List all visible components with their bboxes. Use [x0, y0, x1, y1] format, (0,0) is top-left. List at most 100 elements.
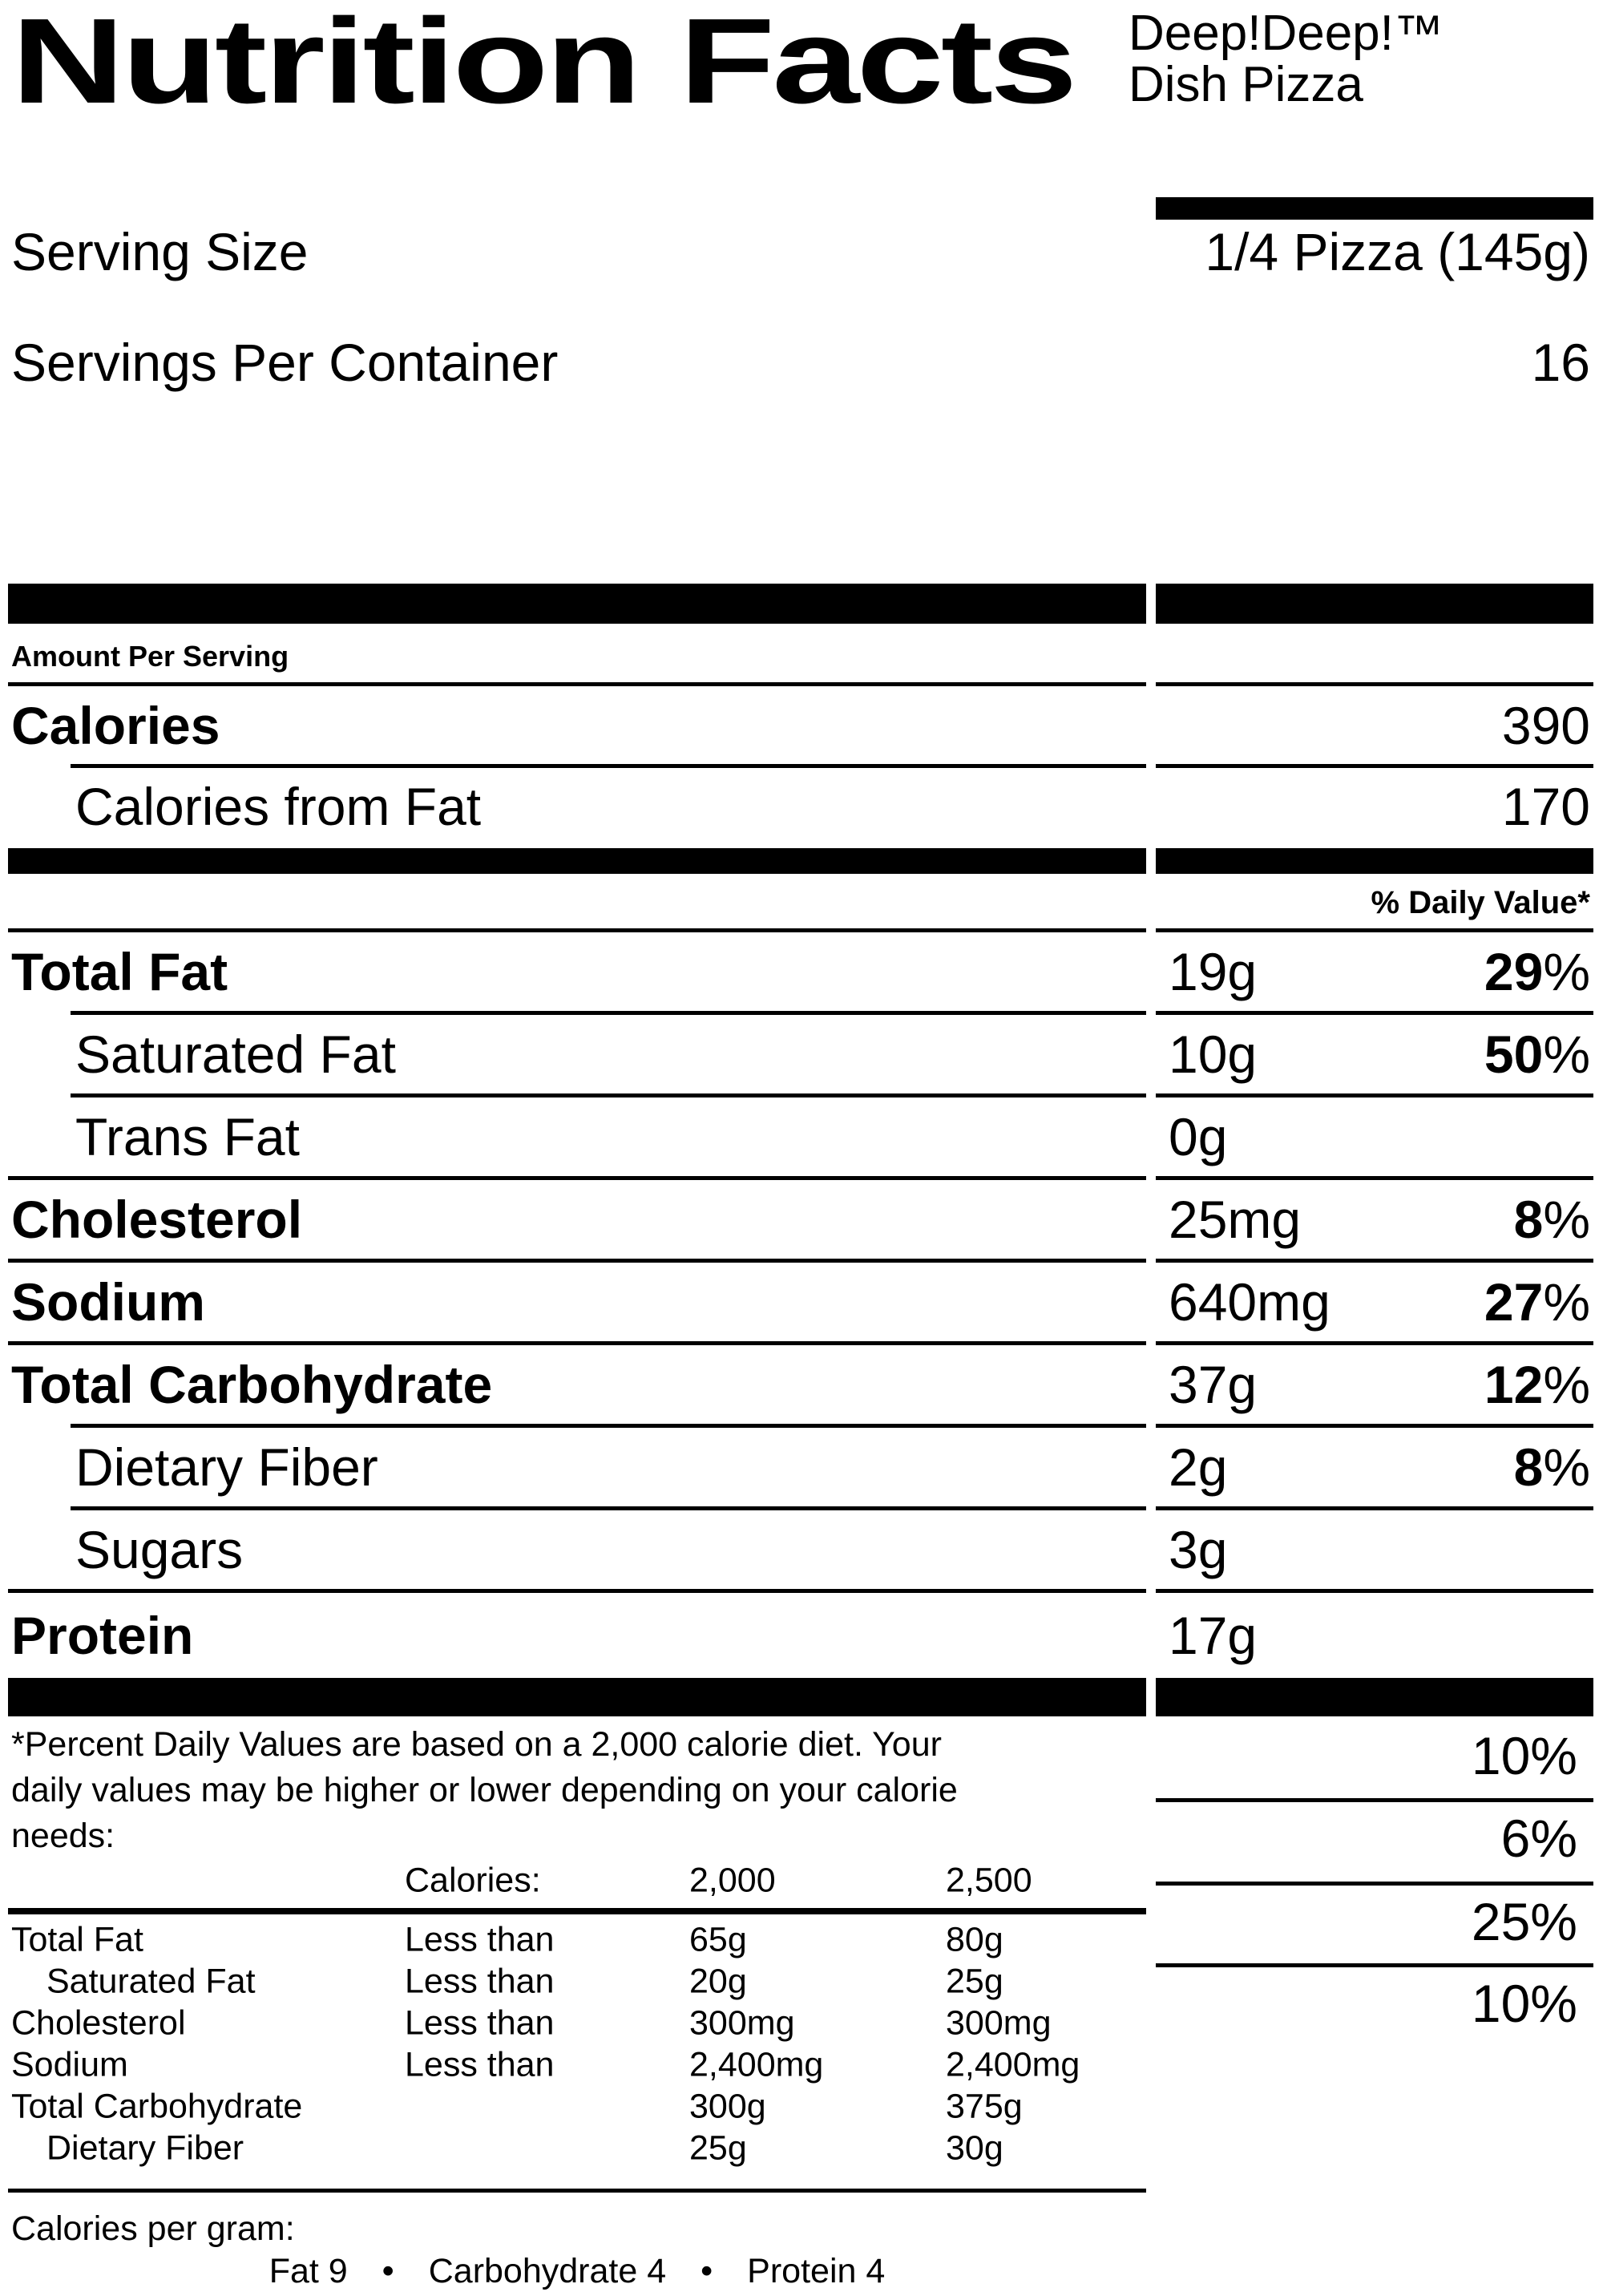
nutrient-row-trans-fat: Trans Fat 0g [0, 1097, 1603, 1176]
divider [8, 1589, 1146, 1593]
daily-values-footnote: *Percent Daily Values are based on a 2,0… [11, 1722, 1141, 1859]
divider-bar [1156, 848, 1593, 874]
daily-value-heading: % Daily Value* [1371, 884, 1590, 920]
nutrient-name: Total Carbohydrate [11, 1355, 493, 1414]
divider [1156, 764, 1593, 768]
divider [1156, 1963, 1593, 1967]
divider-bar [1156, 1678, 1593, 1716]
nutrient-row-sugars: Sugars 3g [0, 1510, 1603, 1589]
nutrient-daily-value: 8% [1513, 1437, 1590, 1497]
divider [8, 2189, 1146, 2193]
nutrient-name: Sugars [75, 1520, 244, 1579]
divider-bar [1156, 197, 1593, 220]
divider [1156, 1176, 1593, 1180]
serving-size-row: Serving Size 1/4 Pizza (145g) [11, 221, 1590, 282]
calories-per-gram-values: Fat 9 • Carbohydrate 4 • Protein 4 [269, 2252, 886, 2290]
nutrient-amount: 3g [1169, 1520, 1228, 1579]
servings-per-container-value: 16 [1531, 333, 1590, 392]
nutrient-daily-value: 8% [1513, 1190, 1590, 1249]
divider [71, 1424, 1146, 1428]
divider [1156, 1093, 1593, 1097]
divider [8, 1341, 1146, 1345]
nutrient-row-total-carbohydrate: Total Carbohydrate 37g 12% [0, 1345, 1603, 1424]
label-title: Nutrition Facts [11, 0, 1077, 128]
vitamin-daily-value: 25% [1471, 1892, 1577, 1951]
nutrient-amount: 37g [1169, 1355, 1258, 1414]
footnote-table-calories-header: Calories: [405, 1861, 541, 1900]
footnote-table-row: Total Fat Less than 65g 80g [11, 1920, 1003, 1959]
nutrient-row-saturated-fat: Saturated Fat 10g 50% [0, 1015, 1603, 1093]
vitamin-daily-value-row: 6% [1156, 1799, 1577, 1878]
nutrient-row-cholesterol: Cholesterol 25mg 8% [0, 1180, 1603, 1259]
servings-per-container-row: Servings Per Container 16 [11, 332, 1590, 393]
nutrient-daily-value: 50% [1484, 1025, 1590, 1084]
divider-bar [8, 1678, 1146, 1716]
footnote-table-2000-header: 2,000 [689, 1861, 776, 1900]
nutrient-amount: 2g [1169, 1437, 1228, 1497]
divider [1156, 1882, 1593, 1886]
amount-per-serving-heading: Amount Per Serving [11, 640, 289, 673]
nutrient-daily-value: 27% [1484, 1272, 1590, 1332]
nutrient-name: Sodium [11, 1272, 205, 1332]
nutrient-amount: 25mg [1169, 1190, 1302, 1249]
footnote-line: *Percent Daily Values are based on a 2,0… [11, 1725, 942, 1764]
footnote-table-row: Total Carbohydrate 300g 375g [11, 2087, 1023, 2126]
product-name: Deep!Deep!™ Dish Pizza [1129, 8, 1444, 111]
footnote-line: needs: [11, 1817, 115, 1855]
nutrient-daily-value: 29% [1484, 942, 1590, 1001]
nutrient-name: Saturated Fat [75, 1025, 396, 1084]
divider [71, 1093, 1146, 1097]
vitamin-daily-value: 10% [1471, 1726, 1577, 1785]
divider [8, 1259, 1146, 1263]
divider [1156, 1341, 1593, 1345]
servings-per-container-label: Servings Per Container [11, 333, 559, 392]
nutrient-amount: 0g [1169, 1107, 1228, 1166]
serving-size-value: 1/4 Pizza (145g) [1205, 222, 1590, 281]
divider [1156, 928, 1593, 932]
divider-bar [1156, 584, 1593, 624]
footnote-table-row: Cholesterol Less than 300mg 300mg [11, 2003, 1052, 2043]
nutrient-amount: 19g [1169, 942, 1258, 1001]
divider [1156, 1589, 1593, 1593]
divider [71, 1011, 1146, 1015]
nutrient-amount: 640mg [1169, 1272, 1330, 1332]
vitamin-daily-value-row: 10% [1156, 1964, 1577, 2043]
nutrient-daily-value: 12% [1484, 1355, 1590, 1414]
nutrient-row-protein: Protein 17g [0, 1593, 1603, 1678]
nutrient-amount: 10g [1169, 1025, 1258, 1084]
divider-bar [8, 848, 1146, 874]
vitamin-daily-value: 6% [1500, 1809, 1577, 1868]
divider [1156, 1259, 1593, 1263]
nutrient-name: Dietary Fiber [75, 1437, 378, 1497]
footnote-table-row: Saturated Fat Less than 20g 25g [46, 1962, 1003, 2001]
divider [1156, 1506, 1593, 1510]
nutrient-name: Protein [11, 1606, 194, 1665]
divider [8, 1908, 1146, 1914]
divider-bar [8, 584, 1146, 624]
calories-from-fat-value: 170 [1501, 776, 1590, 836]
calories-per-gram-label: Calories per gram: [11, 2209, 295, 2248]
vitamin-daily-value-row: 25% [1156, 1882, 1577, 1961]
nutrient-name: Cholesterol [11, 1190, 303, 1249]
divider [1156, 1424, 1593, 1428]
footnote-table-2500-header: 2,500 [946, 1861, 1032, 1900]
nutrient-row-dietary-fiber: Dietary Fiber 2g 8% [0, 1428, 1603, 1506]
nutrient-amount: 17g [1169, 1606, 1258, 1665]
divider [8, 682, 1146, 686]
divider [1156, 682, 1593, 686]
footnote-line: daily values may be higher or lower depe… [11, 1771, 958, 1809]
calories-value: 390 [1501, 695, 1590, 755]
product-name-line2: Dish Pizza [1129, 57, 1363, 112]
calories-from-fat-row: Calories from Fat 170 [11, 768, 1590, 844]
calories-from-fat-label: Calories from Fat [75, 776, 482, 836]
footnote-table-row: Sodium Less than 2,400mg 2,400mg [11, 2045, 1080, 2084]
vitamin-daily-value: 10% [1471, 1974, 1577, 2033]
nutrient-row-sodium: Sodium 640mg 27% [0, 1263, 1603, 1341]
vitamin-daily-value-row: 10% [1156, 1716, 1577, 1795]
footnote-table-row: Dietary Fiber 25g 30g [46, 2128, 1003, 2168]
divider [8, 1176, 1146, 1180]
product-name-line1: Deep!Deep!™ [1129, 6, 1444, 61]
nutrient-row-total-fat: Total Fat 19g 29% [0, 932, 1603, 1011]
serving-size-label: Serving Size [11, 222, 309, 281]
calories-row: Calories 390 [11, 686, 1590, 764]
